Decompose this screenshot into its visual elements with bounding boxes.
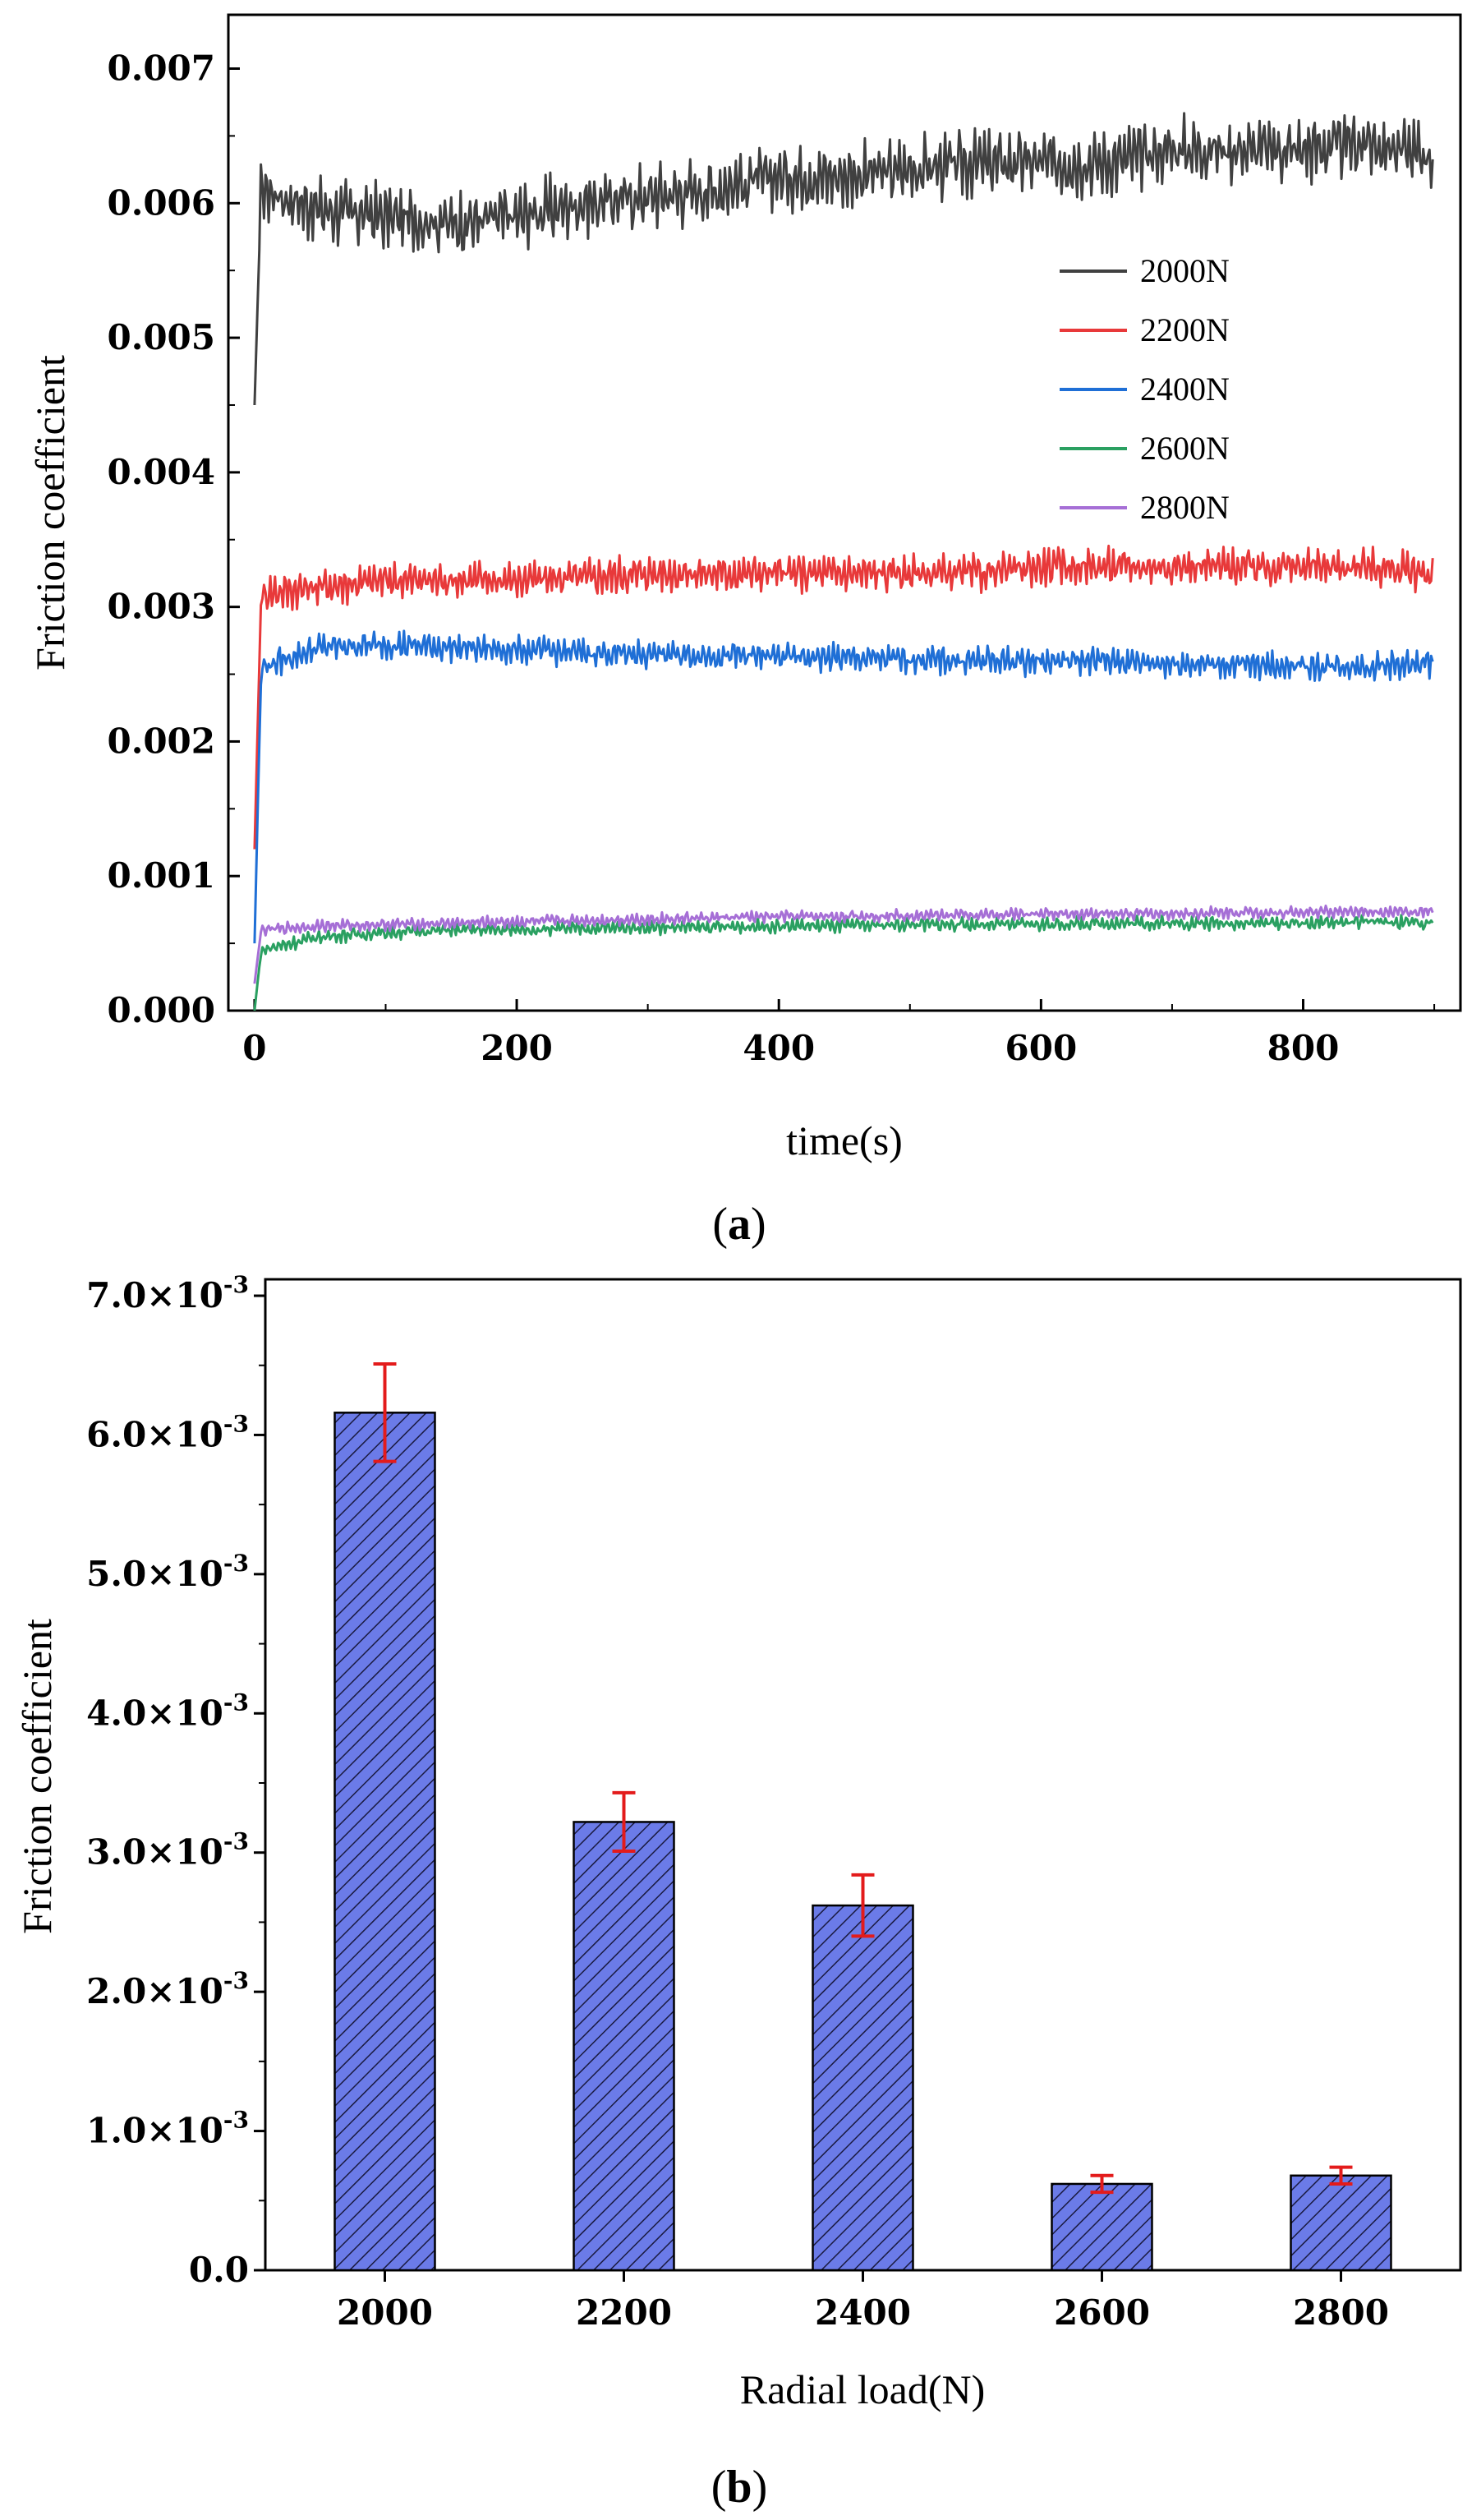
y-tick-label-b: 0.0 [189, 2250, 249, 2290]
y-tick-label-a: 0.005 [107, 317, 215, 357]
legend-label-2200N: 2200N [1140, 311, 1230, 348]
y-tick-label-b: 4.0×10-3 [86, 1688, 249, 1733]
x-tick-label-a: 400 [743, 1028, 815, 1068]
y-tick-label-b: 1.0×10-3 [86, 2107, 249, 2151]
series-lines-a [253, 112, 1434, 1011]
series-line-2000N [253, 112, 1434, 406]
series-line-2200N [253, 544, 1434, 850]
x-tick-label-a: 0 [242, 1028, 266, 1068]
series-line-2400N [253, 629, 1434, 944]
legend-a: 2000N 2200N 2400N 2600N 2800N [1060, 252, 1230, 526]
bar-2600 [1051, 2182, 1153, 2272]
x-axis-label-b: Radial load(N) [740, 2366, 986, 2412]
y-tick-label-a: 0.007 [107, 48, 215, 89]
x-axis-label-a: time(s) [786, 1117, 903, 1163]
bar-2800 [1290, 2174, 1392, 2272]
panel-label-b: (b) [711, 2462, 767, 2513]
x-tick-label-b: 2800 [1293, 2292, 1389, 2333]
y-tick-label-a: 0.000 [107, 990, 215, 1030]
legend-label-2000N: 2000N [1140, 252, 1230, 289]
axis-ticks-a: 0.000 0.001 0.002 0.003 0.004 0.005 0.006 0.007… [107, 48, 1436, 1068]
x-tick-label-b: 2000 [337, 2292, 433, 2333]
y-tick-label-b: 2.0×10-3 [86, 1967, 249, 2011]
legend-label-2600N: 2600N [1140, 430, 1230, 467]
y-axis-label-b: Friction coefficient [14, 1619, 60, 1934]
y-tick-label-a: 0.001 [107, 855, 215, 896]
legend-label-2400N: 2400N [1140, 371, 1230, 408]
x-tick-label-b: 2400 [815, 2292, 911, 2333]
plot-area-a [227, 13, 1462, 1012]
y-tick-label-b: 3.0×10-3 [86, 1828, 249, 1873]
x-tick-label-a: 800 [1267, 1028, 1340, 1068]
panel-label-a: (a) [712, 1199, 766, 1250]
x-tick-label-a: 200 [481, 1028, 553, 1068]
bars-b [333, 1362, 1392, 2272]
x-tick-label-a: 600 [1005, 1028, 1078, 1068]
bar-2000 [333, 1412, 436, 2272]
y-tick-label-a: 0.002 [107, 721, 215, 761]
bar-2200 [573, 1821, 675, 2272]
y-tick-label-b: 7.0×10-3 [86, 1271, 249, 1315]
x-tick-label-b: 2600 [1054, 2292, 1150, 2333]
y-axis-label-a: Friction coefficient [27, 355, 73, 670]
y-tick-label-a: 0.003 [107, 587, 215, 627]
y-tick-label-a: 0.006 [107, 182, 215, 223]
series-line-2600N [253, 914, 1434, 1011]
series-line-2800N [253, 904, 1434, 984]
axis-ticks-b: 0.0 1.0×10-3 2.0×10-3 3.0×10-3 4.0×10-3 5.0×1… [86, 1271, 1389, 2333]
legend-label-2800N: 2800N [1140, 489, 1230, 526]
y-tick-label-a: 0.004 [107, 452, 215, 492]
x-tick-label-b: 2200 [576, 2292, 672, 2333]
y-tick-label-b: 6.0×10-3 [86, 1410, 249, 1454]
line-chart-panel-a: 0.000 0.001 0.002 0.003 0.004 0.005 0.006 0.007… [27, 13, 1462, 1250]
y-tick-label-b: 5.0×10-3 [86, 1550, 249, 1594]
bar-chart-panel-b: 0.0 1.0×10-3 2.0×10-3 3.0×10-3 4.0×10-3 5.0×1… [14, 1271, 1462, 2513]
bar-2400 [812, 1904, 914, 2272]
